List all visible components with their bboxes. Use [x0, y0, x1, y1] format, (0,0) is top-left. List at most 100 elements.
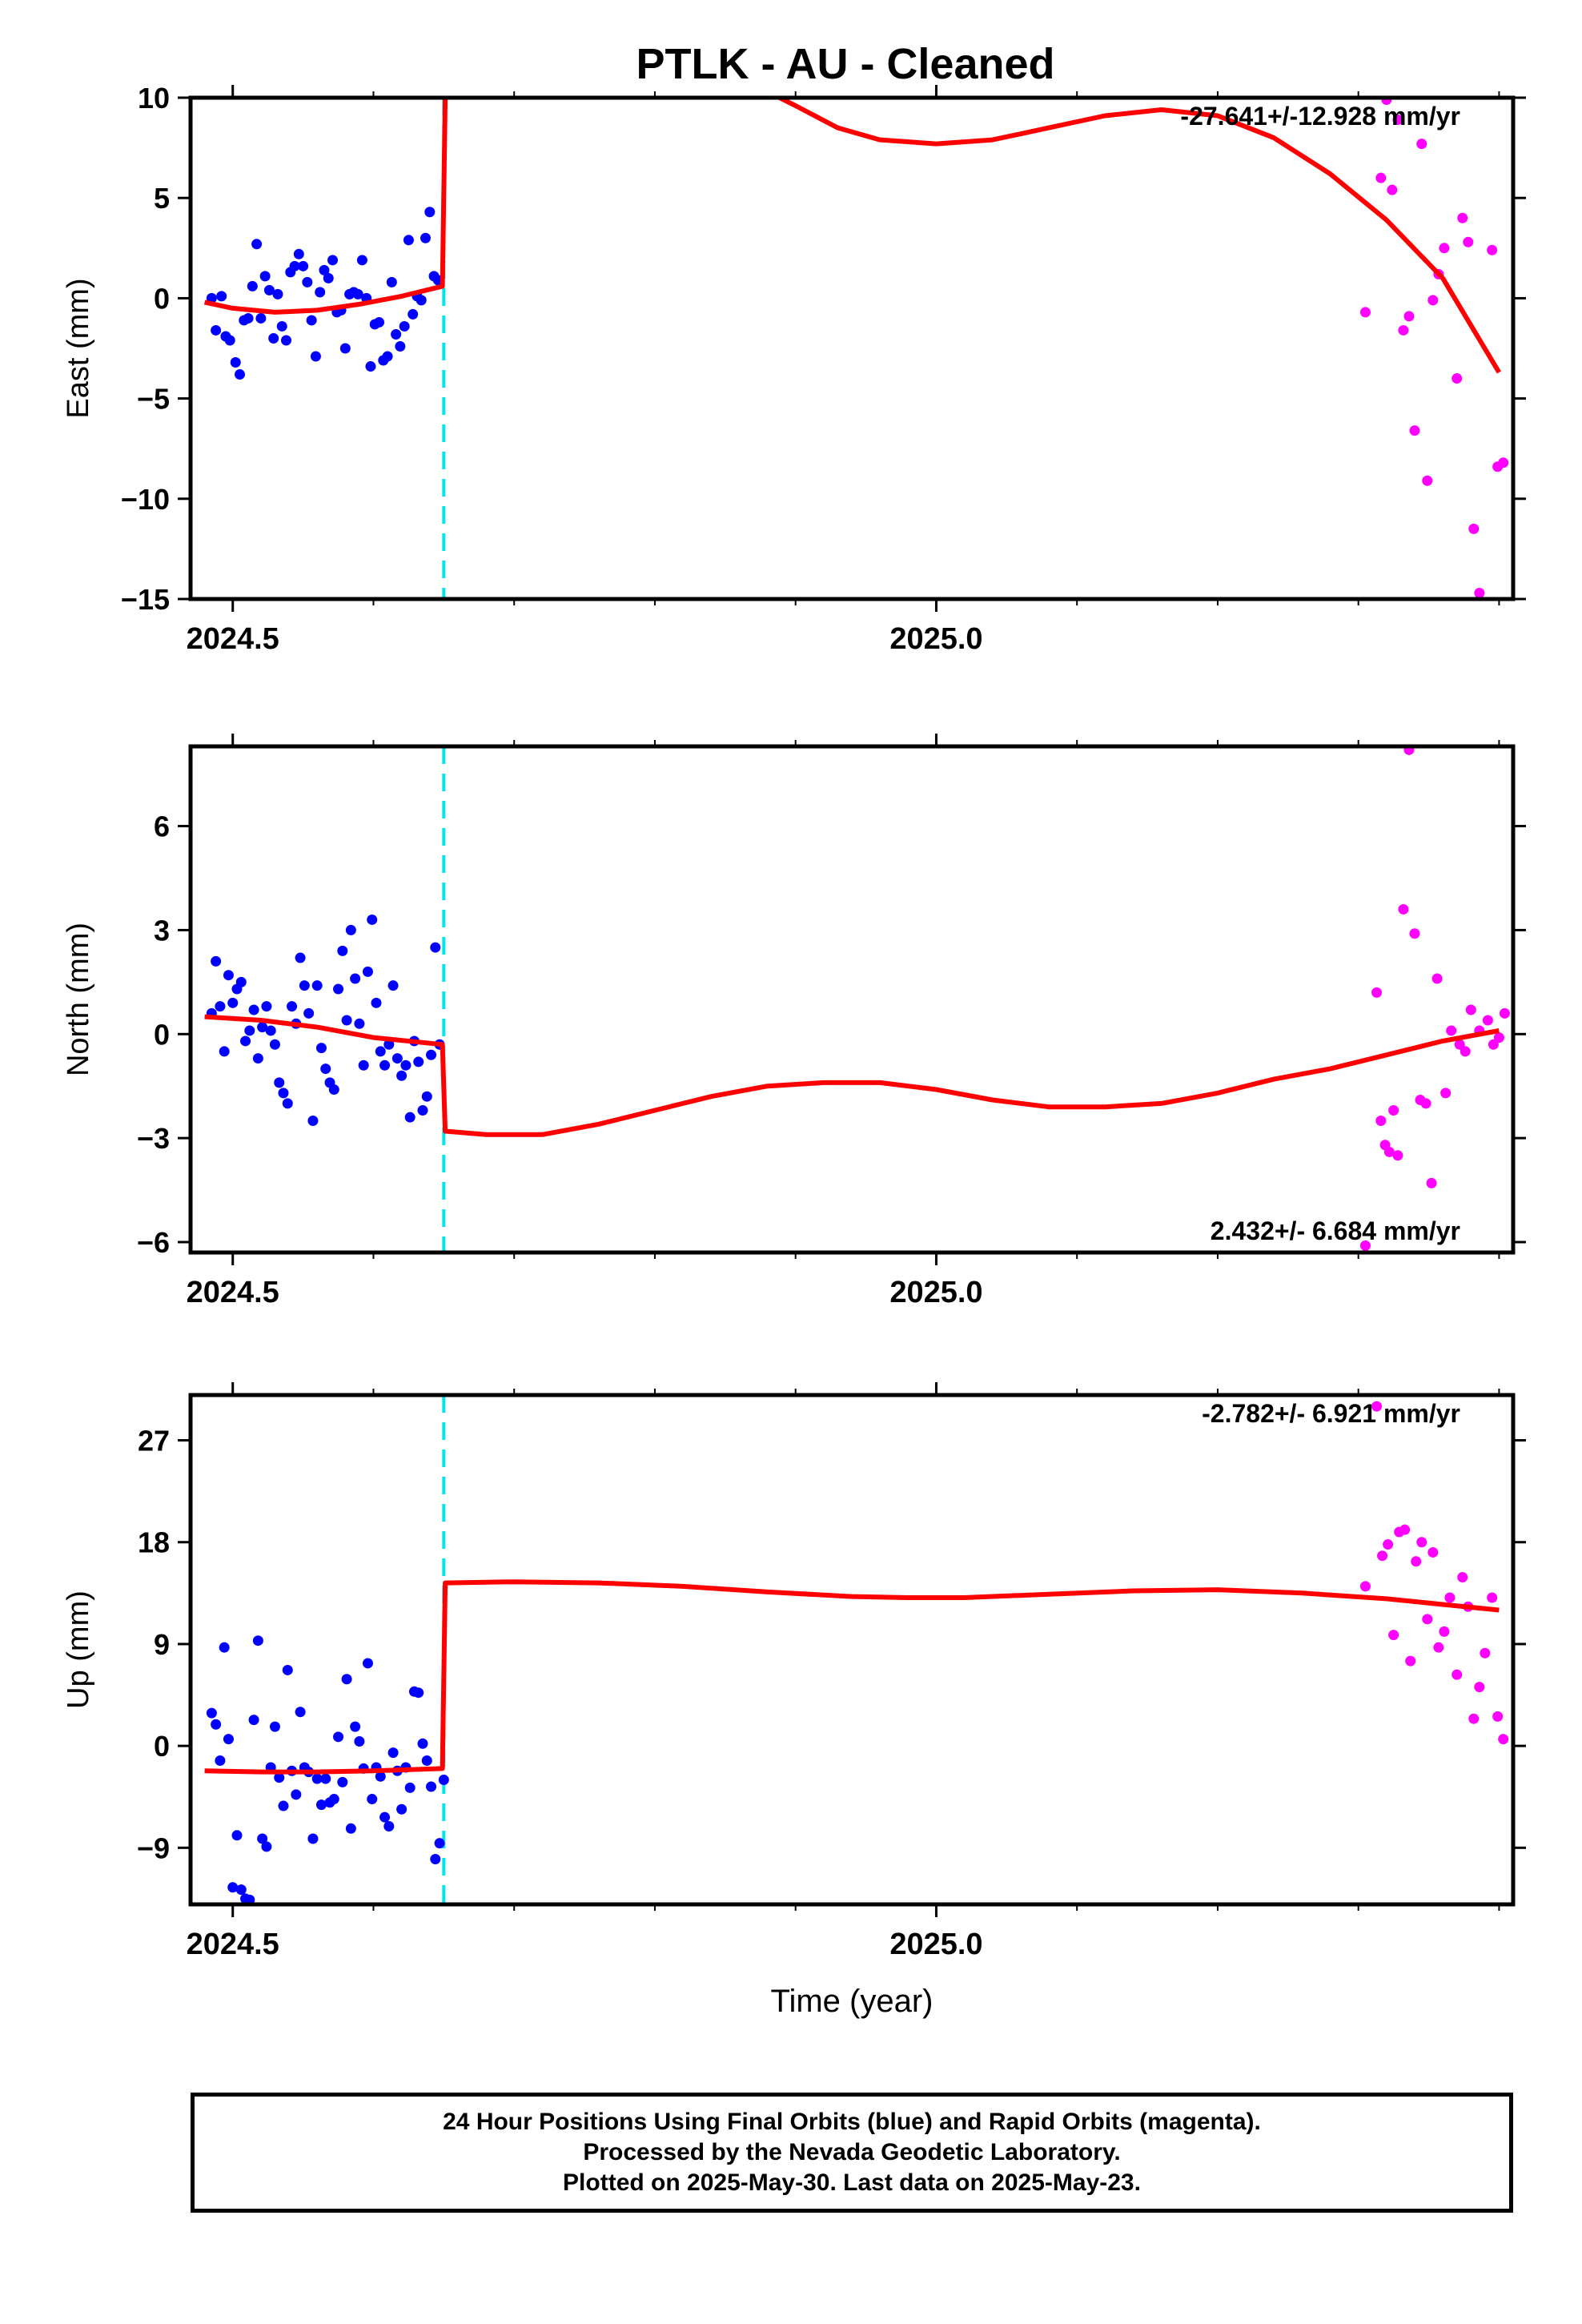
data-point — [1359, 1581, 1371, 1592]
data-point — [276, 320, 287, 332]
data-point — [408, 308, 419, 320]
data-point — [247, 280, 258, 292]
data-point — [303, 1007, 315, 1019]
data-point — [310, 351, 321, 362]
data-point — [230, 357, 241, 368]
data-point — [1371, 987, 1383, 998]
data-point — [231, 1830, 243, 1841]
data-point — [252, 1635, 263, 1647]
data-point — [1480, 1647, 1491, 1659]
data-point — [1427, 295, 1439, 306]
data-point — [274, 1772, 285, 1783]
y-axis-label: East (mm) — [62, 278, 95, 418]
x-axis-label: Time (year) — [771, 1984, 934, 2019]
data-point — [434, 1838, 445, 1849]
data-point — [354, 1735, 365, 1747]
data-point — [345, 924, 356, 935]
y-axis-label: North (mm) — [62, 923, 95, 1076]
data-point — [1403, 311, 1415, 322]
data-point — [1422, 475, 1433, 486]
data-point — [1416, 1537, 1427, 1548]
data-point — [1398, 903, 1409, 915]
data-point — [306, 315, 317, 326]
data-point — [268, 332, 279, 344]
data-point — [1463, 236, 1474, 247]
data-point — [227, 997, 239, 1008]
data-point — [1439, 1626, 1450, 1637]
data-point — [1488, 1039, 1499, 1050]
y-tick-label: 10 — [138, 82, 170, 115]
data-point — [1498, 1734, 1509, 1745]
data-point — [259, 271, 271, 282]
data-point — [430, 942, 441, 953]
y-tick-label: 0 — [154, 1018, 170, 1051]
data-point — [244, 1025, 255, 1036]
data-point — [295, 1707, 306, 1718]
data-point — [1492, 1711, 1504, 1722]
x-tick-label: 2025.0 — [889, 622, 982, 656]
data-point — [367, 1794, 378, 1805]
data-point — [375, 1046, 386, 1057]
data-point — [1482, 1015, 1493, 1026]
panel-frame — [188, 1393, 1516, 1907]
footer-line-2: Processed by the Nevada Geodetic Laborat… — [583, 2139, 1121, 2165]
data-point — [352, 288, 363, 300]
y-tick-label: 27 — [138, 1425, 170, 1458]
y-tick-label: 9 — [154, 1628, 170, 1661]
data-point — [337, 945, 348, 956]
data-point — [430, 1853, 441, 1864]
data-point — [1439, 243, 1450, 254]
data-point — [383, 1039, 395, 1050]
data-point — [337, 1776, 348, 1787]
data-point — [1387, 184, 1398, 195]
data-point — [379, 1059, 391, 1071]
x-tick-label: 2024.5 — [187, 622, 279, 656]
data-point — [206, 1707, 217, 1719]
data-point — [328, 1794, 339, 1805]
data-point — [1498, 457, 1509, 468]
data-point — [1452, 1669, 1463, 1680]
rate-label: -2.782+/- 6.921 mm/yr — [1202, 1399, 1460, 1428]
data-point — [362, 1658, 373, 1669]
data-point — [379, 1811, 391, 1823]
plot-area-east — [203, 98, 1509, 599]
data-point — [223, 970, 234, 981]
data-point — [261, 1001, 272, 1012]
data-point — [269, 1039, 280, 1050]
data-point — [350, 1721, 361, 1732]
data-point — [383, 1820, 395, 1831]
data-point — [373, 316, 384, 328]
data-point — [315, 287, 326, 298]
data-point — [211, 955, 222, 967]
data-point — [421, 1091, 432, 1102]
data-point — [252, 1053, 263, 1064]
data-point — [282, 1664, 293, 1675]
data-point — [367, 914, 378, 925]
data-point — [362, 966, 373, 977]
data-point — [289, 260, 300, 271]
data-point — [396, 1803, 408, 1815]
data-point — [293, 248, 304, 259]
data-point — [1403, 746, 1415, 755]
data-point — [227, 1882, 239, 1893]
data-point — [1392, 115, 1403, 126]
data-point — [244, 1894, 255, 1904]
data-point — [1371, 1401, 1383, 1412]
data-point — [1375, 1116, 1387, 1127]
data-point — [341, 1015, 352, 1026]
data-point — [1388, 1105, 1399, 1116]
data-point — [417, 1738, 428, 1749]
y-tick-label: −15 — [121, 583, 170, 616]
data-point — [417, 1105, 428, 1116]
data-point — [299, 980, 310, 991]
data-point — [1405, 1655, 1416, 1667]
data-point — [269, 1721, 280, 1732]
x-tick-label: 2025.0 — [889, 1276, 982, 1309]
data-point — [386, 276, 397, 287]
series-rapid-orbits — [1359, 1401, 1509, 1745]
series-final-orbits — [206, 914, 445, 1127]
footer-line-3: Plotted on 2025-May-30. Last data on 202… — [563, 2169, 1141, 2196]
panels: 2024.5 2025.0 −15 −10 −5 0 5 10 East (mm) -27.641… — [62, 82, 1526, 2019]
data-point — [211, 1719, 222, 1730]
data-point — [339, 343, 351, 354]
